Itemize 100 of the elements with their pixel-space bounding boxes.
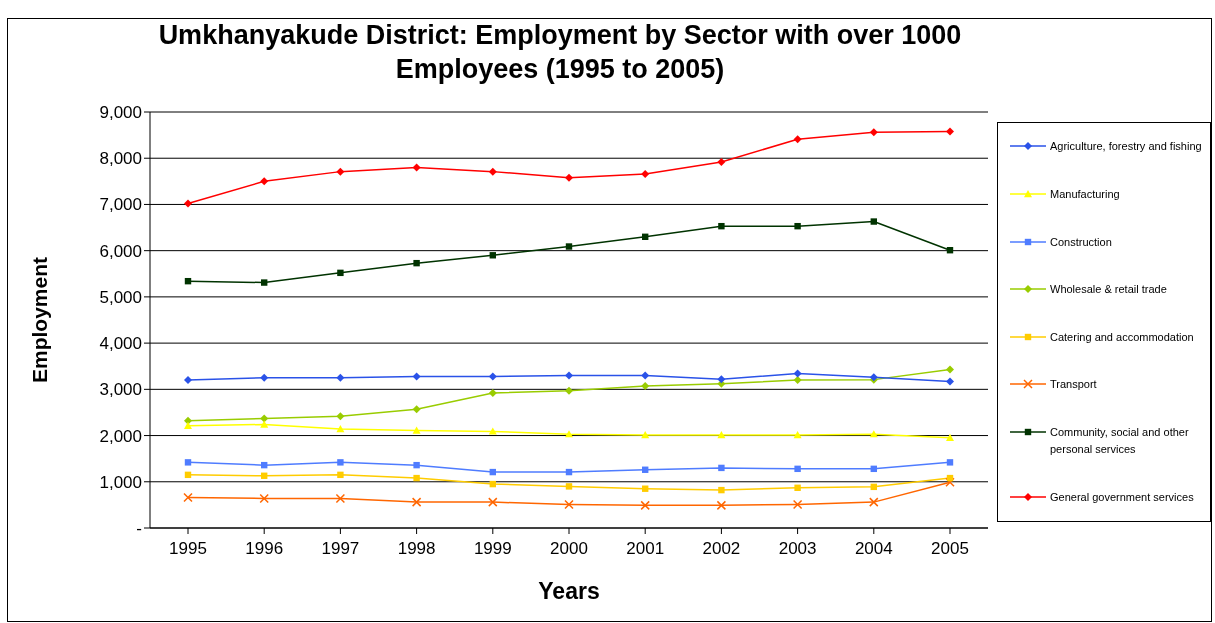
point (717, 157, 726, 166)
point (184, 199, 192, 208)
point (412, 405, 421, 414)
point (792, 499, 803, 510)
point (183, 492, 193, 503)
point (565, 386, 573, 395)
point (565, 430, 573, 438)
x-axis-title: Years (537, 578, 601, 605)
point (641, 371, 650, 380)
x-tick-label: 1997 (321, 539, 360, 559)
legend-label: Transport (1050, 377, 1097, 393)
x-tick-label: 1999 (473, 539, 512, 559)
point (412, 372, 421, 381)
y-tick-label: 3,000 (99, 380, 142, 400)
point (337, 471, 344, 479)
y-tick-label: 2,000 (99, 426, 142, 446)
point (259, 493, 269, 504)
y-tick-label: 4,000 (99, 334, 142, 354)
legend-label: General government services (1050, 489, 1194, 505)
point (718, 464, 725, 472)
point (337, 459, 344, 466)
point (488, 427, 497, 435)
point (717, 431, 726, 439)
point (869, 128, 878, 137)
point (794, 484, 801, 491)
x-tick-label: 1998 (397, 539, 436, 559)
point (718, 222, 725, 230)
point (717, 375, 726, 384)
legend-label: Manufacturing (1050, 186, 1120, 202)
point (793, 135, 802, 144)
y-tick-label: 5,000 (99, 287, 142, 307)
y-tick-label: 1,000 (99, 472, 142, 492)
point (488, 497, 498, 507)
x-tick-label: 2000 (550, 539, 588, 559)
point (184, 376, 192, 385)
chart-title: Umkhanyakude District: Employment by Sector with over 1000 Employees (1995 to 2005) (157, 19, 963, 86)
point (641, 431, 650, 439)
point (335, 493, 346, 504)
point (794, 465, 801, 473)
point (946, 433, 954, 442)
point (946, 377, 954, 386)
point (260, 414, 269, 423)
y-axis-title: Employment (28, 256, 52, 384)
point (564, 499, 574, 510)
y-tick-label: 8,000 (99, 149, 142, 169)
point (793, 376, 802, 385)
point (336, 373, 345, 382)
point (260, 420, 269, 428)
point (946, 459, 954, 466)
point (793, 431, 802, 439)
point (488, 372, 497, 381)
point (641, 169, 650, 178)
point (946, 365, 954, 374)
point (869, 497, 879, 507)
point (565, 243, 573, 250)
point (261, 279, 268, 286)
point (184, 421, 192, 430)
point (336, 412, 345, 421)
y-tick-label: 6,000 (99, 241, 142, 261)
point (411, 497, 422, 507)
point (413, 474, 420, 482)
point (413, 461, 420, 469)
point (488, 389, 497, 398)
point (718, 486, 725, 494)
x-tick-label: 2001 (626, 539, 665, 559)
point (412, 163, 421, 172)
y-tick-label: 7,000 (99, 195, 142, 215)
point (336, 167, 345, 176)
legend-label: Construction (1050, 234, 1112, 250)
point (869, 430, 878, 438)
point (412, 426, 421, 434)
y-tick-label: - (136, 519, 142, 539)
x-tick-label: 2003 (778, 539, 817, 559)
point (337, 269, 344, 277)
point (640, 500, 650, 511)
point (565, 483, 573, 490)
point (260, 373, 269, 382)
x-tick-label: 2002 (702, 539, 741, 559)
point (641, 382, 650, 391)
x-tick-label: 2005 (931, 539, 969, 559)
point (260, 177, 269, 186)
legend-label: Community, social and other personal services (1050, 425, 1190, 458)
x-tick-label: 1996 (245, 539, 284, 559)
x-tick-label: 2004 (854, 539, 893, 559)
legend-label: Agriculture, forestry and fishing (1050, 139, 1202, 155)
y-tick-label: 9,000 (99, 103, 142, 123)
point (565, 371, 573, 380)
point (184, 416, 192, 425)
point (565, 173, 573, 182)
x-tick-label: 1995 (169, 539, 207, 559)
point (336, 425, 345, 433)
point (184, 459, 192, 466)
point (945, 477, 955, 487)
point (413, 259, 420, 267)
legend-label: Catering and accommodation (1050, 329, 1194, 345)
legend-label: Wholesale & retail trade (1050, 282, 1167, 298)
point (488, 167, 497, 176)
point (946, 127, 954, 136)
point (794, 222, 801, 230)
point (870, 218, 877, 225)
